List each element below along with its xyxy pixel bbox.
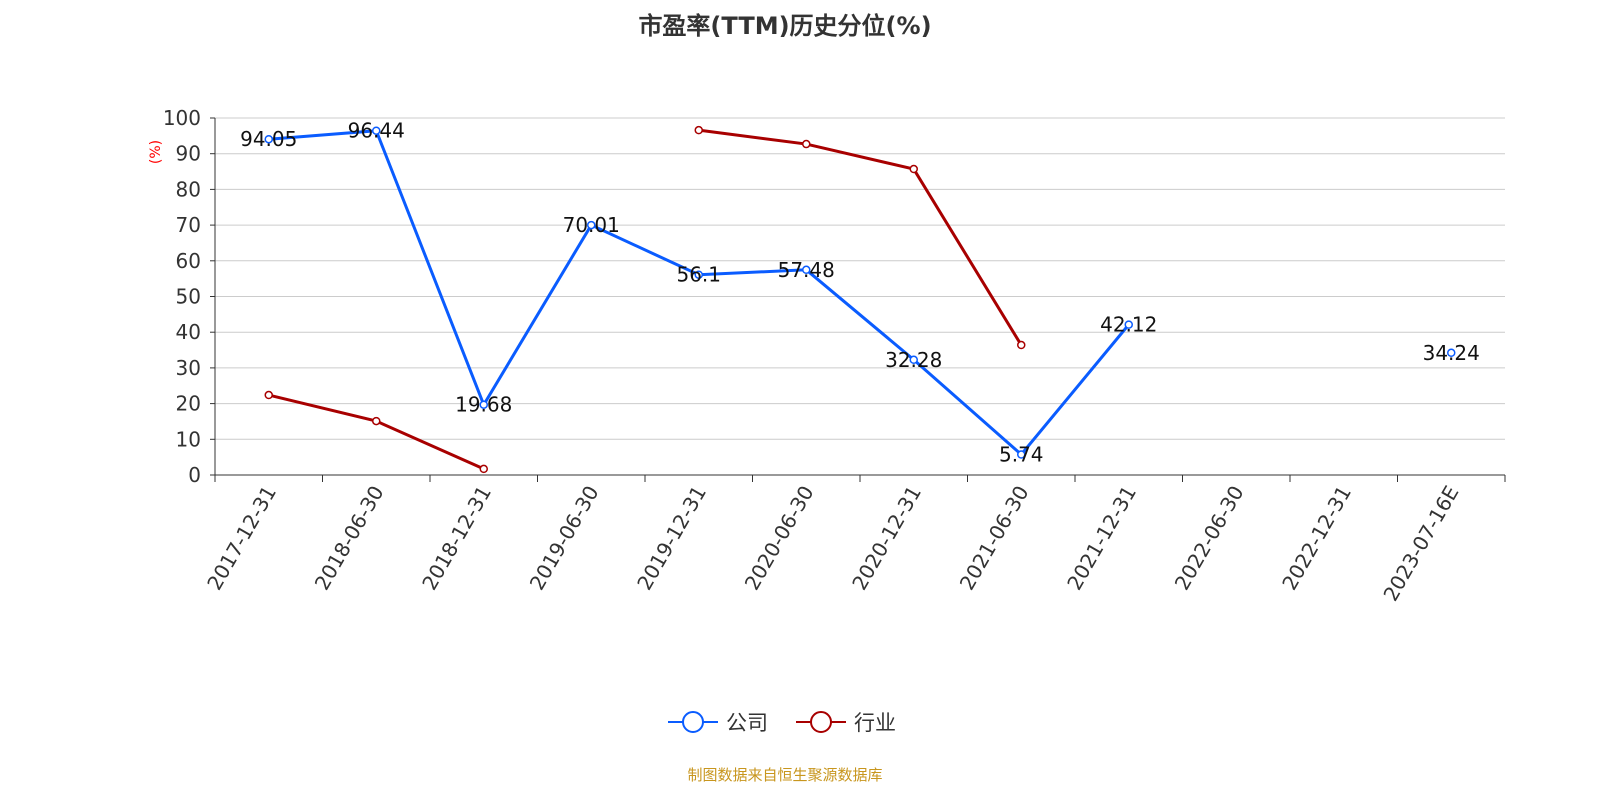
x-tick-label: 2018-06-30 [310,482,389,595]
data-point [1124,320,1133,329]
data-label: 57.48 [778,258,835,282]
data-label: 32.28 [885,348,942,372]
y-tick-label: 60 [176,249,201,273]
source-note: 制图数据来自恒生聚源数据库 [687,766,883,784]
x-tick-label: 2021-12-31 [1062,482,1141,595]
data-point [264,134,273,144]
y-tick-label: 70 [176,213,201,237]
series-line-行业 [268,393,485,471]
data-point [587,220,596,230]
data-label: 42.12 [1100,313,1157,337]
y-tick-label: 40 [176,320,201,344]
legend-marker [682,711,704,733]
y-tick-label: 80 [176,177,201,201]
x-tick-label: 2019-12-31 [632,482,711,595]
y-tick-label: 10 [176,427,201,451]
legend-marker [810,711,832,733]
x-tick-label: 2022-12-31 [1277,482,1356,595]
data-label: 5.74 [999,443,1044,467]
data-label: 19.68 [455,393,512,417]
data-point [909,164,918,174]
data-point [802,139,811,149]
data-point [1017,450,1026,459]
x-tick-label: 2021-06-30 [955,482,1034,595]
data-point [1447,348,1456,358]
x-tick-label: 2017-12-31 [202,482,281,595]
data-label: 96.44 [348,119,405,143]
x-tick-label: 2019-06-30 [525,482,604,595]
data-point [479,464,488,474]
data-label: 94.05 [240,127,297,151]
y-tick-label: 0 [188,463,201,487]
x-tick-label: 2023-07-16E [1378,482,1463,606]
x-tick-label: 2020-06-30 [740,482,819,595]
data-point [909,355,918,365]
x-tick-label: 2022-06-30 [1170,482,1249,595]
data-point [802,265,811,275]
data-label: 70.01 [563,213,620,237]
y-tick-label: 50 [176,285,201,309]
chart-title: 市盈率(TTM)历史分位(%) [638,12,932,40]
data-label: 56.1 [676,263,721,287]
data-point [694,270,703,279]
y-tick-label: 100 [163,106,201,130]
series-line-行业 [698,128,1023,346]
y-tick-label: 20 [176,392,201,416]
y-axis-label: (%) [148,140,164,164]
data-point [372,416,381,426]
data-point [1017,340,1026,350]
data-point [694,125,703,135]
legend-label: 行业 [854,711,896,735]
data-label: 34.24 [1423,341,1480,365]
y-tick-label: 90 [176,142,201,166]
data-point [264,390,273,400]
legend-label: 公司 [726,711,768,735]
series-line-公司 [268,129,1130,457]
x-tick-label: 2018-12-31 [417,482,496,595]
x-tick-label: 2020-12-31 [847,482,926,595]
data-point [479,400,488,409]
data-point [372,126,381,135]
y-tick-label: 30 [176,356,201,380]
